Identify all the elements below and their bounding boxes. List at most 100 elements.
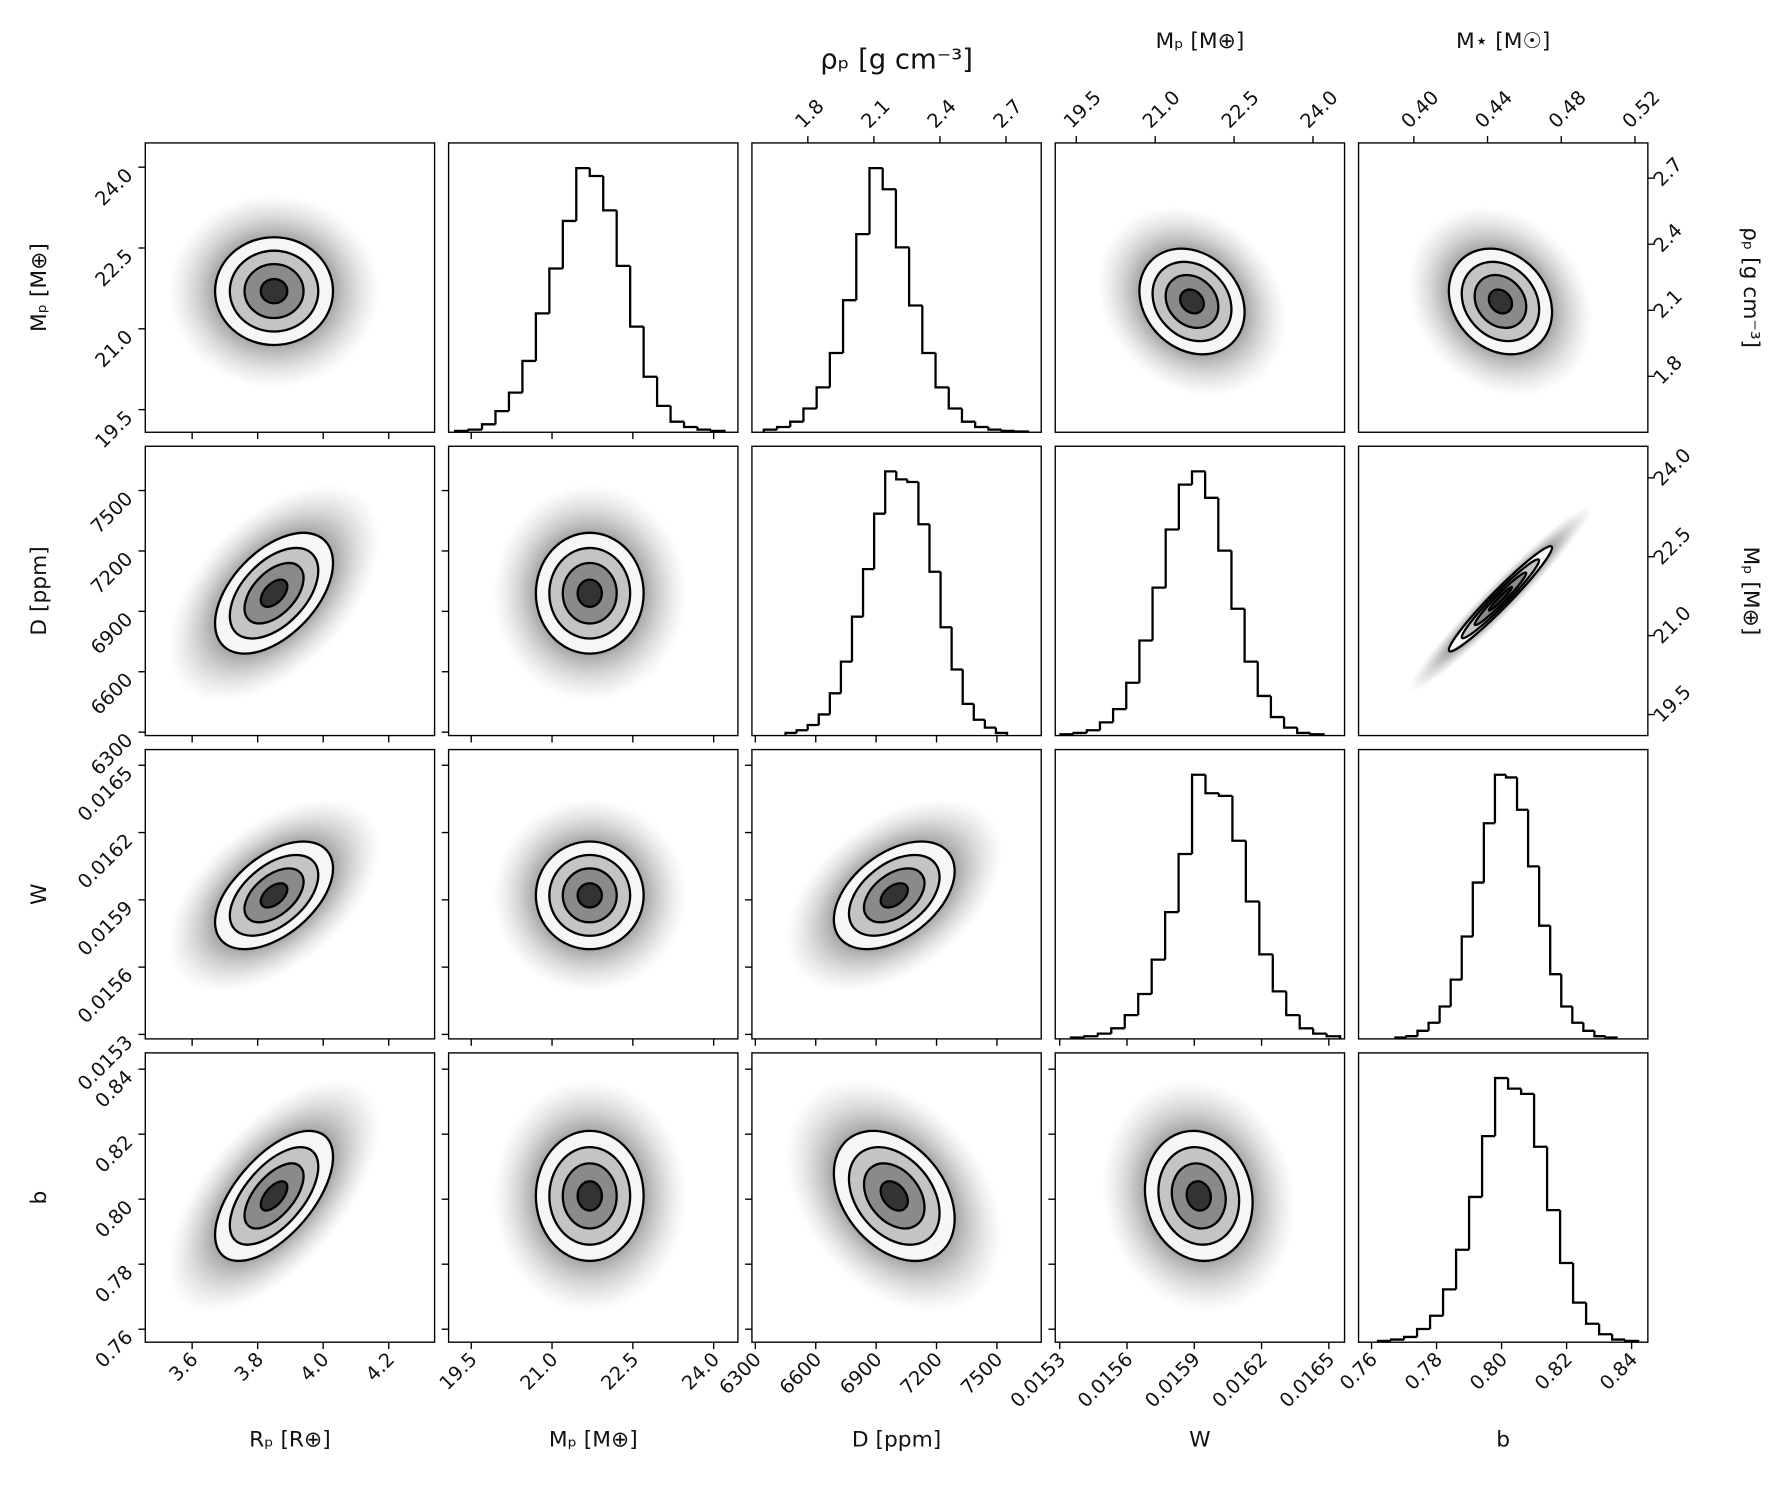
top-tick-label: 0.40 — [1397, 86, 1444, 133]
histogram-step — [789, 420, 804, 427]
histogram-step — [1190, 470, 1206, 485]
x-tick-label: 7200 — [896, 1348, 947, 1399]
histogram-step — [850, 615, 864, 662]
panel-frame — [1357, 1052, 1649, 1343]
histogram-step — [534, 312, 550, 361]
contour — [259, 578, 289, 608]
histogram-step — [1560, 974, 1573, 1008]
y-tick-label: 6600 — [86, 668, 137, 719]
top-tick-label: 0.52 — [1618, 86, 1665, 133]
histogram-step — [1532, 1093, 1548, 1148]
x-tick-label: 22.5 — [596, 1348, 643, 1395]
histogram-step — [561, 219, 577, 269]
top-tick-label: 2.4 — [923, 95, 961, 133]
density — [785, 798, 1003, 993]
histogram-step — [655, 376, 671, 407]
histogram-step — [1515, 777, 1529, 811]
x-tick-label: 0.82 — [1530, 1348, 1577, 1395]
histogram-step — [615, 210, 631, 267]
panel-frame — [751, 445, 1042, 737]
histogram-step — [817, 713, 830, 726]
histogram-step — [1217, 793, 1233, 798]
histogram-step — [1480, 1135, 1496, 1197]
right-axis-label: Mₚ [M⊕] — [1738, 546, 1763, 635]
y-tick-label: 24.0 — [91, 164, 138, 211]
histogram-step — [775, 425, 791, 430]
panel-frame — [1054, 142, 1346, 433]
density — [785, 1078, 1003, 1313]
y-tick-label: 0.80 — [91, 1196, 138, 1243]
density — [167, 194, 381, 389]
right-tick-label: 21.0 — [1649, 601, 1696, 648]
panel-frame — [447, 445, 739, 737]
histogram-step — [868, 166, 883, 235]
histogram-step — [1298, 1015, 1314, 1030]
top-tick-label: 21.0 — [1138, 86, 1185, 133]
y-axis-label: Mₚ [M⊕] — [27, 243, 52, 332]
histogram-step — [1085, 729, 1100, 733]
right-axis-label: ρₚ [g cm⁻³] — [1738, 227, 1763, 348]
y-axis-label: b — [27, 1191, 52, 1205]
density — [1407, 504, 1594, 694]
histogram-step — [1243, 608, 1258, 663]
histogram-step — [1137, 992, 1152, 1016]
histogram-step — [906, 479, 919, 484]
y-tick-label: 0.82 — [91, 1131, 138, 1178]
histogram-step — [872, 512, 886, 570]
histogram-step — [994, 727, 1009, 736]
density — [167, 798, 381, 993]
density — [492, 798, 687, 993]
right-tick-label: 22.5 — [1649, 523, 1696, 570]
histogram-step — [1123, 1013, 1139, 1029]
histogram-step — [1549, 925, 1562, 976]
histogram-step — [494, 409, 509, 425]
histogram-step — [884, 470, 897, 514]
x-tick-label: 0.0165 — [1275, 1348, 1339, 1412]
histogram-step — [907, 247, 923, 307]
panel-frame — [144, 445, 436, 737]
histogram-step — [762, 428, 778, 433]
density — [492, 484, 687, 702]
y-tick-label: 0.78 — [91, 1261, 138, 1308]
y-axis-label: W — [27, 883, 52, 904]
histogram-step — [1471, 881, 1484, 937]
contour — [879, 882, 909, 909]
contour — [576, 578, 604, 608]
top-axis-label: ρₚ [g cm⁻³] — [820, 45, 973, 76]
panel-frame — [144, 748, 436, 1040]
y-tick-label: 0.76 — [91, 1326, 138, 1373]
histogram-step — [1493, 1076, 1509, 1137]
histogram-step — [1258, 901, 1273, 956]
panel-frame — [1357, 445, 1649, 737]
histogram-step — [928, 524, 941, 573]
histogram-step — [939, 571, 952, 629]
contour — [879, 1180, 909, 1212]
y-tick-label: 7500 — [86, 487, 137, 538]
histogram-step — [1467, 1195, 1483, 1250]
histogram-step — [1593, 1030, 1606, 1038]
histogram-step — [1164, 528, 1179, 588]
histogram-step — [1493, 773, 1506, 824]
histogram-step — [1285, 991, 1300, 1017]
y-tick-label: 22.5 — [91, 244, 138, 291]
histogram-step — [588, 168, 604, 178]
top-tick-label: 2.1 — [857, 95, 895, 133]
panel-frame — [751, 142, 1042, 433]
histogram-step — [1405, 1035, 1418, 1038]
histogram-step — [1506, 1078, 1522, 1090]
histogram-step — [1151, 586, 1166, 641]
y-tick-label: 0.0162 — [73, 829, 137, 893]
contour — [259, 882, 289, 909]
top-axis-label: Mₚ [M⊕] — [1155, 29, 1244, 54]
density — [167, 484, 381, 702]
y-tick-label: 6900 — [86, 608, 137, 659]
panel-frame — [144, 142, 436, 433]
x-tick-label: 21.0 — [516, 1348, 563, 1395]
panel-frame — [144, 1052, 436, 1343]
x-tick-label: 0.0162 — [1208, 1348, 1272, 1412]
histogram-step — [1526, 809, 1540, 868]
histogram-step — [960, 408, 976, 423]
histogram-step — [972, 703, 985, 721]
x-tick-label: 0.84 — [1595, 1348, 1642, 1395]
